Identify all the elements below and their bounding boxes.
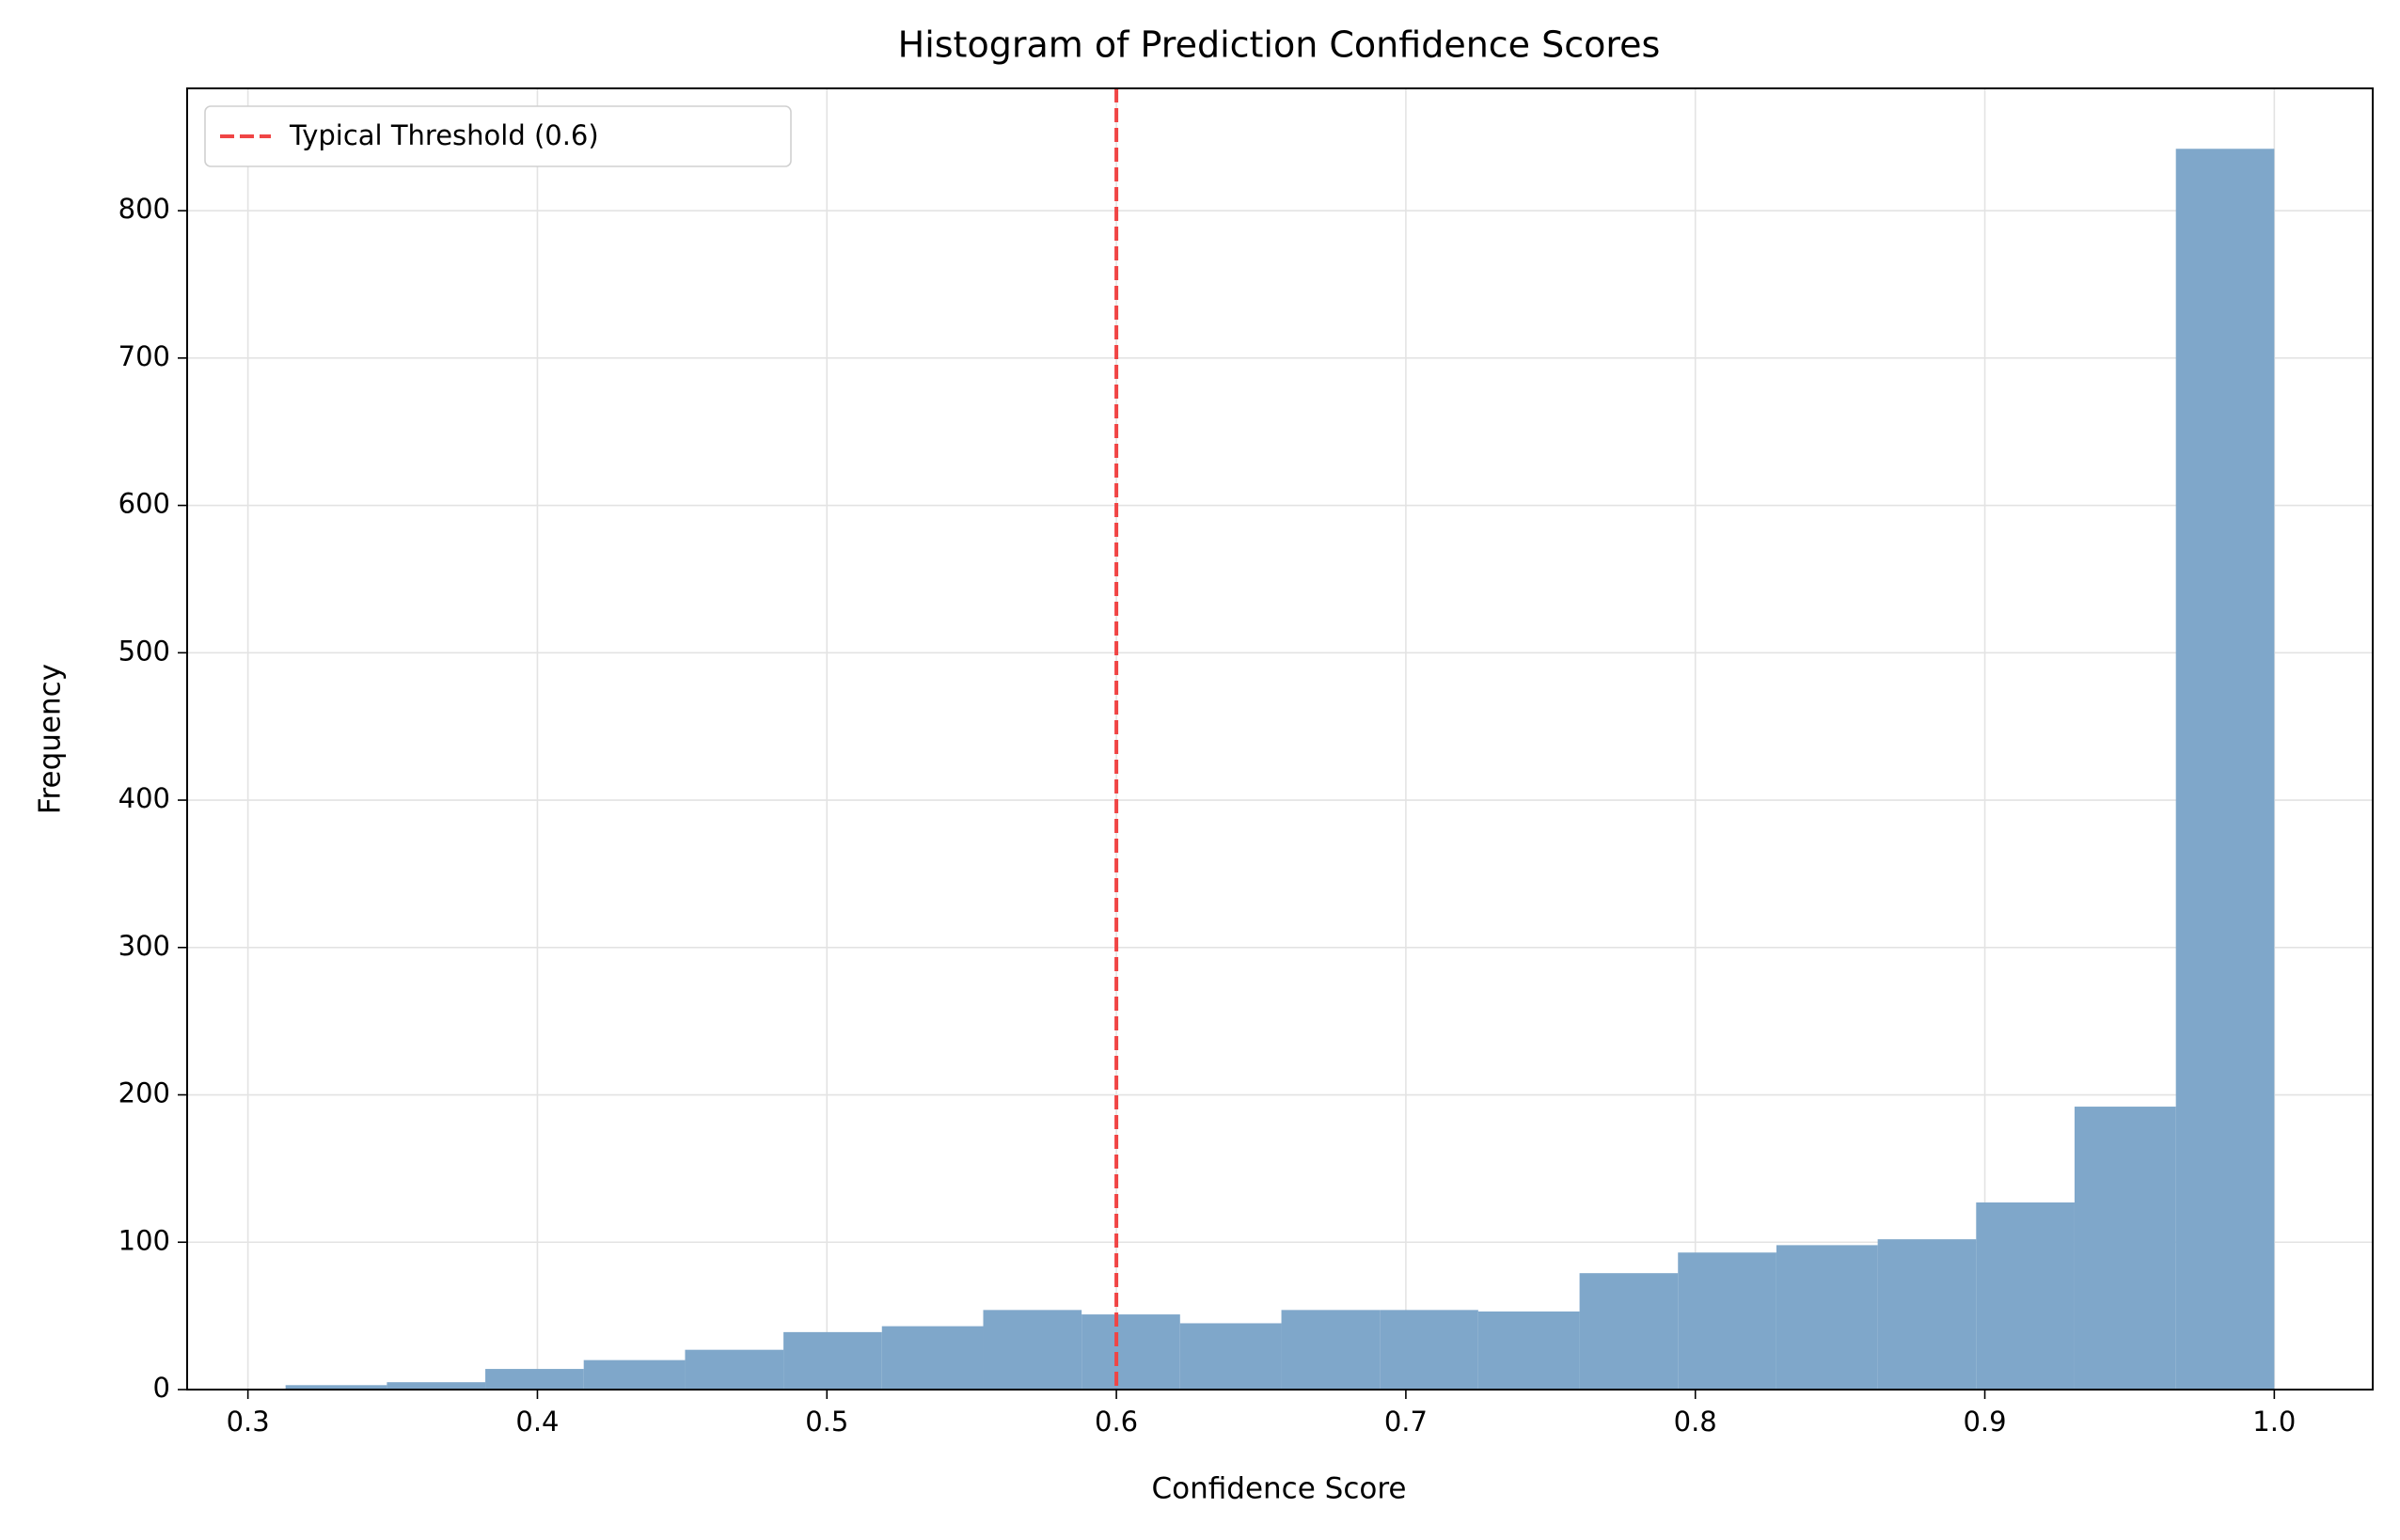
y-tick-label: 200	[118, 1077, 170, 1109]
bar	[583, 1359, 686, 1390]
x-tick-label: 0.6	[1095, 1406, 1138, 1438]
x-tick-label: 0.5	[805, 1406, 848, 1438]
x-tick-label: 0.4	[515, 1406, 559, 1438]
bar	[1281, 1310, 1381, 1390]
bar	[1776, 1245, 1878, 1390]
y-tick-label: 300	[118, 930, 170, 962]
legend-label: Typical Threshold (0.6)	[289, 119, 599, 151]
bar	[1976, 1202, 2075, 1390]
bar	[983, 1310, 1082, 1390]
bar	[285, 1385, 387, 1390]
bar	[485, 1369, 584, 1390]
y-tick-label: 400	[118, 782, 170, 814]
y-tick-label: 800	[118, 193, 170, 225]
bar	[2074, 1107, 2176, 1390]
y-axis-label: Frequency	[34, 664, 68, 814]
bar	[685, 1349, 784, 1390]
bar	[881, 1326, 984, 1390]
y-tick-label: 100	[118, 1224, 170, 1256]
x-tick-label: 0.8	[1674, 1406, 1717, 1438]
x-tick-label: 1.0	[2252, 1406, 2296, 1438]
bar	[783, 1331, 882, 1390]
bar	[1082, 1314, 1180, 1390]
bar	[1877, 1239, 1977, 1390]
chart-title: Histogram of Prediction Confidence Score…	[898, 24, 1661, 66]
bar	[1380, 1310, 1478, 1390]
x-tick-label: 0.9	[1963, 1406, 2006, 1438]
x-axis-label: Confidence Score	[1152, 1472, 1407, 1506]
bar	[1678, 1252, 1776, 1390]
y-tick-label: 500	[118, 635, 170, 667]
bar	[1179, 1323, 1282, 1390]
y-tick-label: 700	[118, 340, 170, 372]
y-tick-label: 0	[153, 1372, 170, 1404]
bar	[1579, 1273, 1679, 1390]
bar	[1477, 1311, 1580, 1390]
legend-box	[204, 105, 792, 167]
bar	[387, 1382, 486, 1390]
plot-frame	[186, 87, 2374, 1391]
x-tick-label: 0.3	[227, 1406, 270, 1438]
bar	[2175, 149, 2275, 1391]
y-tick-label: 600	[118, 488, 170, 520]
x-tick-label: 0.7	[1384, 1406, 1428, 1438]
